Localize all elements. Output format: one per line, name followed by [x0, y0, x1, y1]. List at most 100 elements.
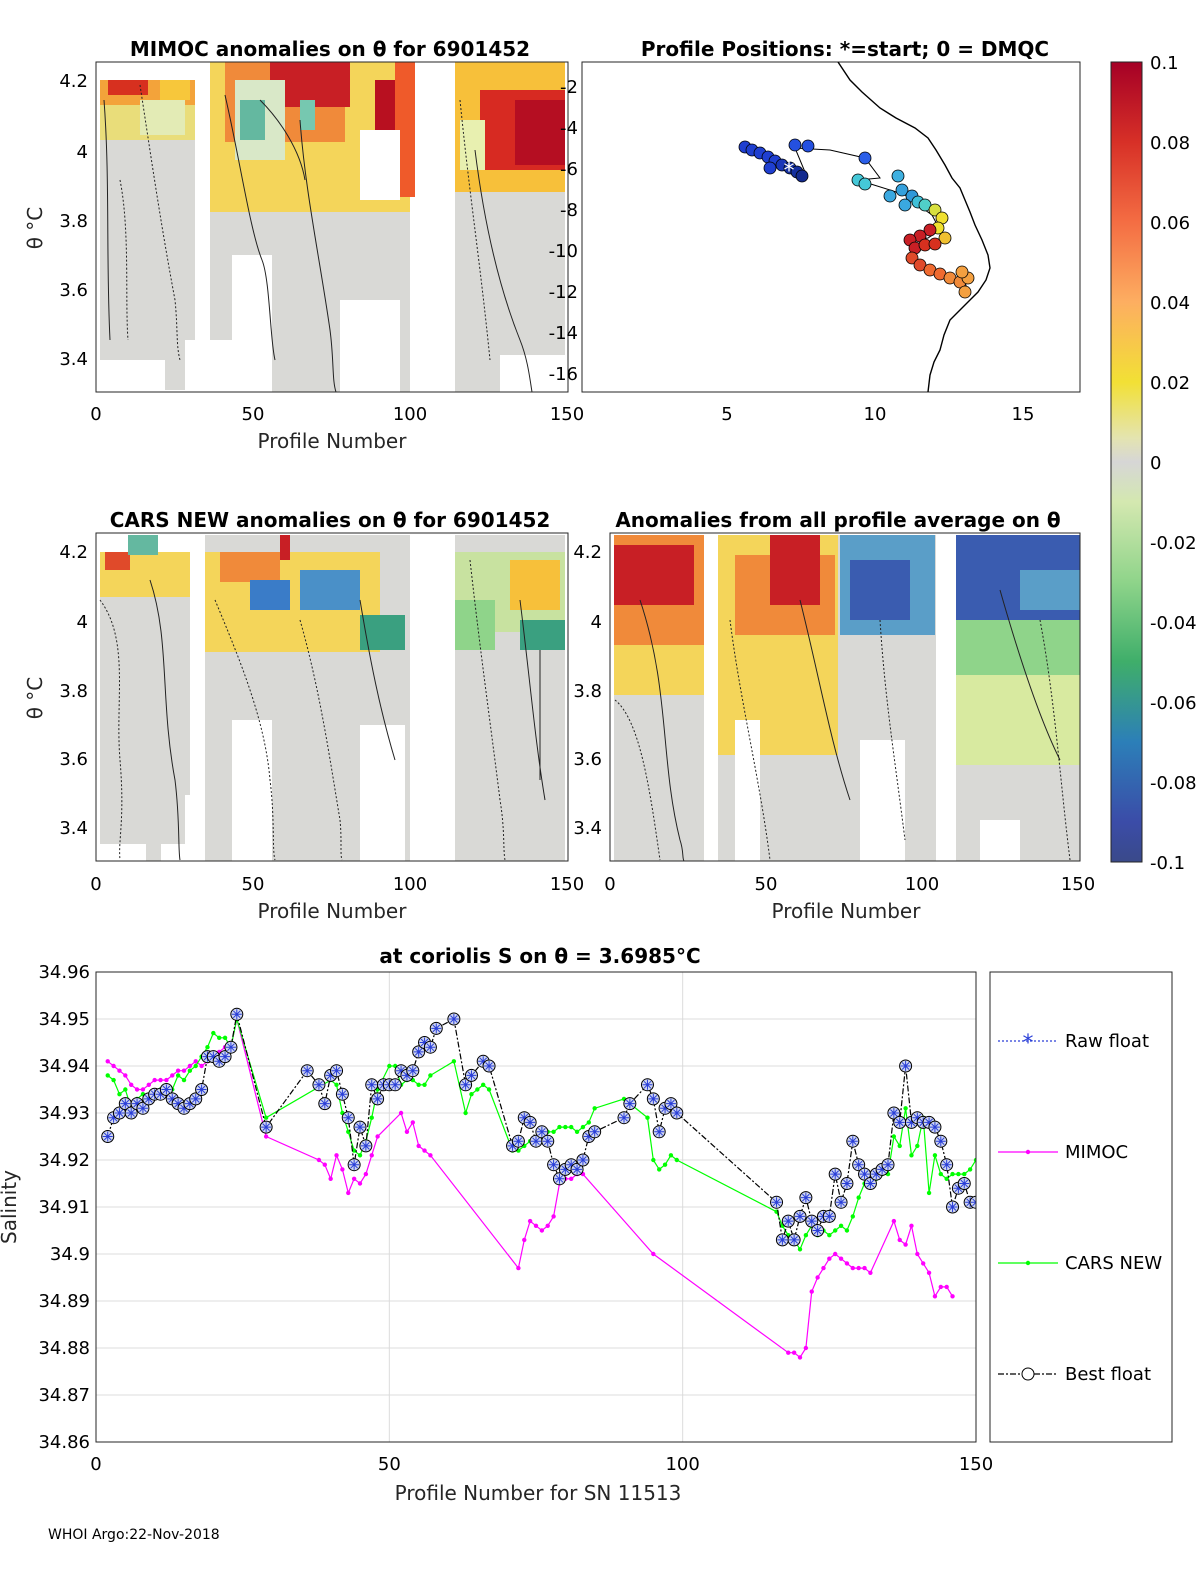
- x-tick: 100: [393, 874, 427, 895]
- data-point: [259, 1120, 273, 1134]
- data-point: [346, 1190, 351, 1196]
- y-tick: 34.89: [38, 1291, 90, 1312]
- data-point: [803, 1233, 809, 1238]
- data-point: [136, 1101, 150, 1115]
- data-point: [781, 1214, 795, 1228]
- data-point: [552, 1172, 566, 1186]
- data-point: [404, 1129, 410, 1135]
- data-point: [881, 1158, 895, 1172]
- data-point: [175, 1068, 181, 1073]
- data-point: [335, 1087, 349, 1101]
- data-point: [545, 1223, 550, 1229]
- x-tick: 150: [550, 404, 584, 425]
- y-tick: 3.6: [573, 749, 602, 770]
- mimoc-heatmap: [100, 62, 565, 392]
- data-point: [218, 1050, 232, 1064]
- data-point: [664, 1097, 678, 1111]
- data-point: [657, 1167, 662, 1172]
- y-tick: 34.87: [38, 1385, 90, 1406]
- circle-icon: [1021, 1367, 1035, 1381]
- data-point: [932, 1294, 938, 1299]
- cars-ylabel: θ °C: [23, 677, 47, 720]
- salinity-x-ticks: 0 50 100 150: [90, 1454, 993, 1475]
- data-point: [850, 1214, 855, 1219]
- data-point: [533, 1223, 539, 1229]
- colorbar: 0.1 0.08 0.06 0.04 0.02 0 -0.02 -0.04 -0…: [1110, 53, 1197, 874]
- data-point: [775, 1233, 789, 1247]
- cars-title: CARS NEW anomalies on θ for 6901452: [110, 508, 551, 532]
- cars-x-ticks: 0 50 100 150: [90, 874, 584, 895]
- y-tick: -16: [549, 364, 578, 385]
- mimoc-x-ticks: 0 50 100 150: [90, 404, 584, 425]
- data-point: [891, 1134, 897, 1139]
- data-point: [357, 1181, 363, 1186]
- data-point: [926, 1270, 932, 1276]
- data-point: [932, 1153, 938, 1158]
- y-tick: 4: [77, 612, 88, 633]
- data-point: [651, 1251, 656, 1257]
- data-point: [312, 1078, 326, 1092]
- salinity-xlabel: Profile Number for SN 11513: [395, 1481, 682, 1505]
- x-tick: 0: [604, 874, 615, 895]
- mimoc-ylabel: θ °C: [23, 207, 47, 250]
- data-point: [406, 1064, 420, 1078]
- data-point: [189, 1092, 203, 1106]
- data-point: [522, 1237, 527, 1243]
- cars-contours: [99, 559, 546, 861]
- data-point: [263, 1134, 269, 1139]
- data-point: [834, 1195, 848, 1209]
- data-point: [217, 1035, 222, 1041]
- data-point: [852, 1158, 866, 1172]
- data-point: [165, 1092, 179, 1106]
- data-point: [833, 1251, 838, 1257]
- x-tick: 15: [1012, 404, 1035, 425]
- data-point: [569, 1124, 574, 1130]
- data-point: [909, 1153, 914, 1158]
- data-point: [950, 1171, 955, 1177]
- data-point: [791, 1350, 797, 1355]
- salinity-y-ticks: 34.96 34.95 34.94 34.93 34.92 34.91 34.9 34.89 3…: [38, 962, 90, 1453]
- data-point: [334, 1082, 339, 1088]
- data-point: [938, 1284, 943, 1290]
- positions-x-ticks: 5 10 15: [721, 404, 1034, 425]
- data-point: [646, 1092, 660, 1106]
- data-point: [388, 1078, 402, 1092]
- data-point: [351, 1148, 357, 1153]
- data-point: [569, 1176, 574, 1182]
- y-tick: -2: [560, 77, 578, 98]
- data-point: [928, 1120, 942, 1134]
- data-point: [915, 1251, 920, 1257]
- data-point: [428, 1153, 433, 1158]
- mimoc-panel: MIMOC anomalies on θ for 6901452: [23, 37, 584, 453]
- data-point: [547, 1158, 561, 1172]
- data-point: [551, 1214, 556, 1219]
- y-tick: 34.86: [38, 1432, 90, 1453]
- data-point: [105, 1073, 110, 1078]
- data-point: [357, 1153, 363, 1158]
- x-tick: 150: [550, 874, 584, 895]
- data-point: [511, 1134, 525, 1148]
- data-point: [903, 1242, 908, 1247]
- data-point: [891, 1218, 897, 1224]
- allavg-x-ticks: 0 50 100 150: [604, 874, 1095, 895]
- cb-tick: -0.04: [1150, 613, 1197, 634]
- data-point: [523, 1115, 537, 1129]
- x-tick: 100: [393, 404, 427, 425]
- allavg-xlabel: Profile Number: [772, 899, 922, 923]
- x-tick: 0: [90, 1454, 101, 1475]
- y-tick: 3.6: [59, 280, 88, 301]
- x-tick: 50: [378, 1454, 401, 1475]
- data-point: [469, 1092, 474, 1097]
- data-point: [957, 1177, 971, 1190]
- cb-tick: -0.08: [1150, 773, 1197, 794]
- data-point: [592, 1106, 597, 1111]
- y-tick: 3.8: [59, 211, 88, 232]
- data-point: [124, 1106, 138, 1120]
- legend-label: CARS NEW: [1065, 1253, 1162, 1274]
- data-point: [463, 1110, 468, 1116]
- data-point: [897, 1143, 902, 1149]
- cb-tick: -0.06: [1150, 693, 1197, 714]
- positions-title: Profile Positions: *=start; 0 = DMQC: [641, 37, 1049, 61]
- y-tick: -8: [560, 200, 578, 221]
